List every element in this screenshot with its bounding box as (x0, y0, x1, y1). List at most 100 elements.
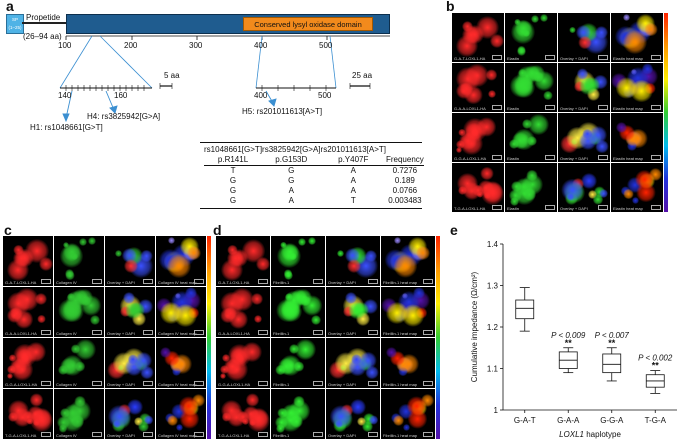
signal-blob (456, 139, 466, 149)
signal-blob (630, 79, 654, 103)
scale-bar (258, 279, 268, 284)
micrograph-caption: Fibrillin-1 (273, 331, 290, 336)
scale-bar (92, 330, 102, 335)
signal-blob (579, 131, 598, 151)
signal-blob (140, 365, 154, 380)
signal-blob (20, 354, 30, 363)
signal-blob (488, 90, 497, 99)
micrograph-caption: Elastin (507, 156, 520, 161)
micrograph-tile: Overlay + DAPI (558, 163, 610, 212)
table-cell: A (288, 186, 294, 195)
table-cell: 0.7276 (392, 166, 418, 175)
scale-bar (545, 205, 555, 210)
micrograph-tile: Collagen IV heat map (156, 338, 206, 388)
micrograph-caption: G-G-A-LOXL1-HA (454, 156, 487, 161)
micrograph-caption: T-G-A-LOXL1-HA (218, 433, 250, 438)
signal-blob (124, 301, 143, 320)
scale-bar (368, 330, 378, 335)
micrograph-tile: Elastin heat map (611, 163, 663, 212)
signal-blob (255, 257, 270, 272)
axis-tick: 100 (58, 41, 72, 50)
p-value-label: P < 0.009 (551, 331, 586, 340)
micrograph-tile: G-A-A-LOXL1-HA (452, 63, 504, 112)
signal-blob (235, 354, 244, 363)
scale-bar (92, 381, 102, 386)
signal-blob (578, 35, 592, 49)
table-cell: G (229, 176, 237, 185)
micrograph-tile: Fibrillin-1 (271, 338, 325, 388)
signal-blob (540, 14, 549, 23)
p-value-label: P < 0.002 (638, 354, 673, 363)
micrograph-caption: Fibrillin-1 (273, 280, 290, 285)
signal-blob (78, 237, 88, 247)
signal-blob (516, 47, 527, 57)
micrograph-tile: Collagen IV heat map (156, 287, 206, 337)
signal-blob (576, 67, 589, 80)
signal-blob (348, 357, 367, 376)
signal-blob (185, 287, 197, 299)
scale-bar (143, 330, 153, 335)
table-cell: A (288, 196, 294, 205)
micrograph-caption: G-A-A-LOXL1-HA (5, 331, 37, 336)
signal-blob (622, 188, 634, 200)
table-cell: A (350, 176, 356, 185)
y-tick-label: 1 (494, 406, 499, 415)
table-cell: A (350, 166, 356, 175)
table-row: T G A 0.7276 (204, 166, 424, 177)
signal-blob (480, 166, 494, 181)
table-cell: T (350, 196, 356, 205)
scale-bar (194, 432, 204, 437)
micrograph-tile: Overlay + DAPI (558, 113, 610, 162)
impedance-box-plot: 1 1.1 1.2 1.3 1.4 Cumulative impedance (Ω/cm²… (470, 240, 677, 439)
signal-blob (222, 354, 230, 362)
micrograph-tile: Elastin (505, 113, 557, 162)
micrograph-tile: Elastin (505, 13, 557, 62)
micrograph-caption: G-A-T-LOXL1-HA (454, 56, 486, 61)
scale-bar (41, 381, 51, 386)
signal-blob (70, 344, 81, 355)
signal-blob (187, 245, 202, 260)
panel-c-label: c (4, 222, 12, 238)
scale-bar (143, 381, 153, 386)
signal-blob (513, 128, 535, 151)
table-header: p.R141L (204, 155, 263, 166)
zoom-tick: 160 (114, 91, 128, 100)
table-row: G G A 0.189 (204, 176, 424, 186)
signal-blob (21, 411, 34, 423)
micrograph-caption: Overlay + DAPI (560, 106, 588, 111)
scale-bar (258, 432, 268, 437)
micrograph-caption: Overlay + DAPI (328, 280, 356, 285)
micrograph-caption: Collagen IV heat map (158, 433, 197, 438)
micrograph-tile: Overlay + DAPI (558, 63, 610, 112)
scale-bar (545, 55, 555, 60)
scale-bar (651, 155, 661, 160)
micrograph-tile: G-G-A-LOXL1-HA (3, 338, 53, 388)
x-tick-label: G-G-A (600, 416, 624, 425)
micrograph-tile: Collagen IV (54, 389, 104, 439)
signal-blob (220, 291, 244, 316)
micrograph-caption: Fibrillin-1 heat map (383, 280, 418, 285)
propeptide-segment (22, 22, 66, 24)
table-header (386, 145, 424, 155)
signal-blob (26, 418, 34, 425)
micrograph-caption: Collagen IV (56, 331, 77, 336)
scale-bar (41, 330, 51, 335)
y-tick-label: 1.3 (487, 282, 499, 291)
table-cell: 0.003483 (388, 196, 422, 205)
signal-blob (579, 77, 597, 95)
signal-blob (476, 191, 484, 198)
micrograph-tile: Fibrillin-1 heat map (381, 287, 435, 337)
panel-d-label: d (213, 222, 222, 238)
signal-blob (115, 249, 123, 257)
scale-bar (194, 381, 204, 386)
y-tick-label: 1.1 (487, 365, 499, 374)
micrograph-tile: Overlay + DAPI (326, 236, 380, 286)
sp-label: SP (11, 17, 18, 22)
signal-blob (522, 119, 533, 130)
signal-blob (581, 173, 598, 190)
micrograph-caption: Elastin heat map (613, 156, 643, 161)
micrograph-tile: Collagen IV (54, 236, 104, 286)
signal-blob (456, 67, 480, 92)
signal-blob (133, 417, 143, 427)
micrograph-tile: Overlay + DAPI (105, 338, 155, 388)
